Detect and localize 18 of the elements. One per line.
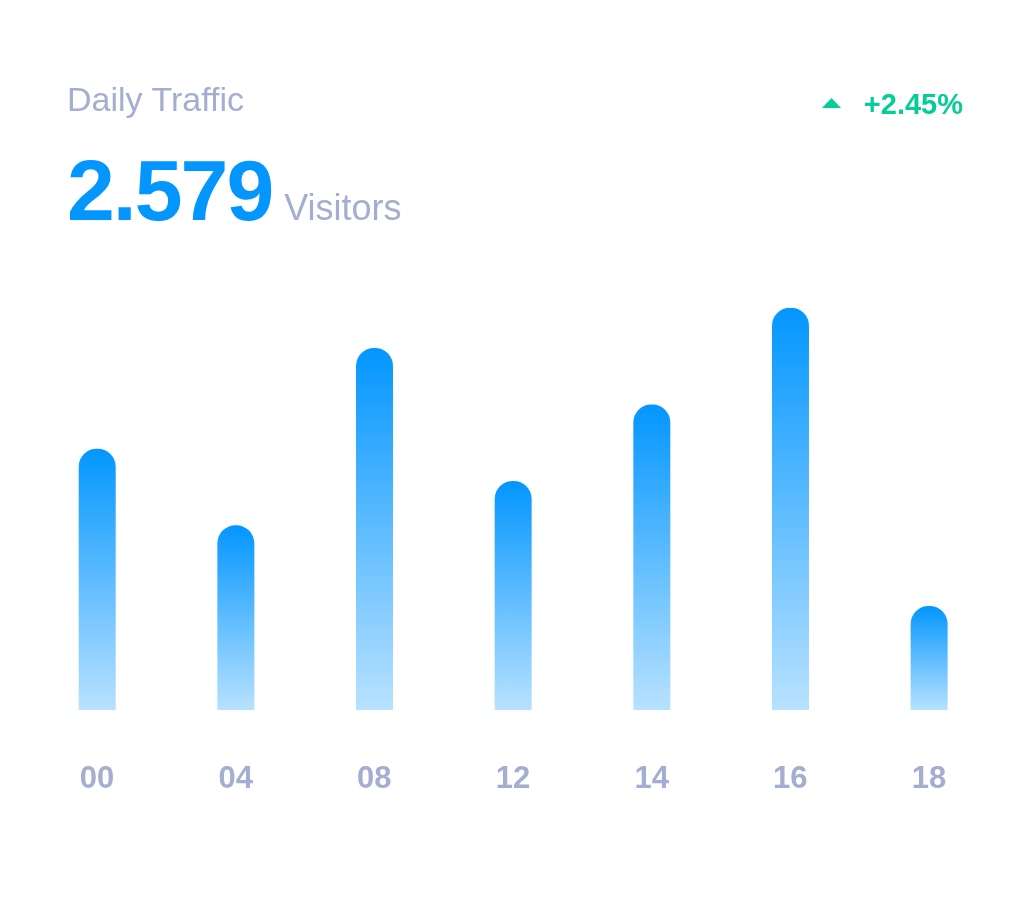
x-tick-label: 14 xyxy=(634,759,670,795)
chart-title: Daily Traffic xyxy=(67,80,244,118)
x-tick-label: 16 xyxy=(773,759,808,795)
bar xyxy=(217,525,255,711)
bar xyxy=(633,404,671,711)
text: 2.579 xyxy=(67,142,273,238)
bar xyxy=(910,605,948,711)
x-tick-label: 00 xyxy=(79,759,115,795)
x-tick-label: 04 xyxy=(218,759,254,795)
bar xyxy=(771,307,809,711)
text: Visitors xyxy=(284,187,402,228)
x-tick-label: 08 xyxy=(357,759,392,795)
bar xyxy=(494,480,532,711)
x-tick-label: 18 xyxy=(911,759,947,795)
text: +2.45% xyxy=(863,88,963,120)
bar xyxy=(356,348,394,711)
bar xyxy=(78,448,116,711)
x-tick-label: 12 xyxy=(495,759,531,795)
